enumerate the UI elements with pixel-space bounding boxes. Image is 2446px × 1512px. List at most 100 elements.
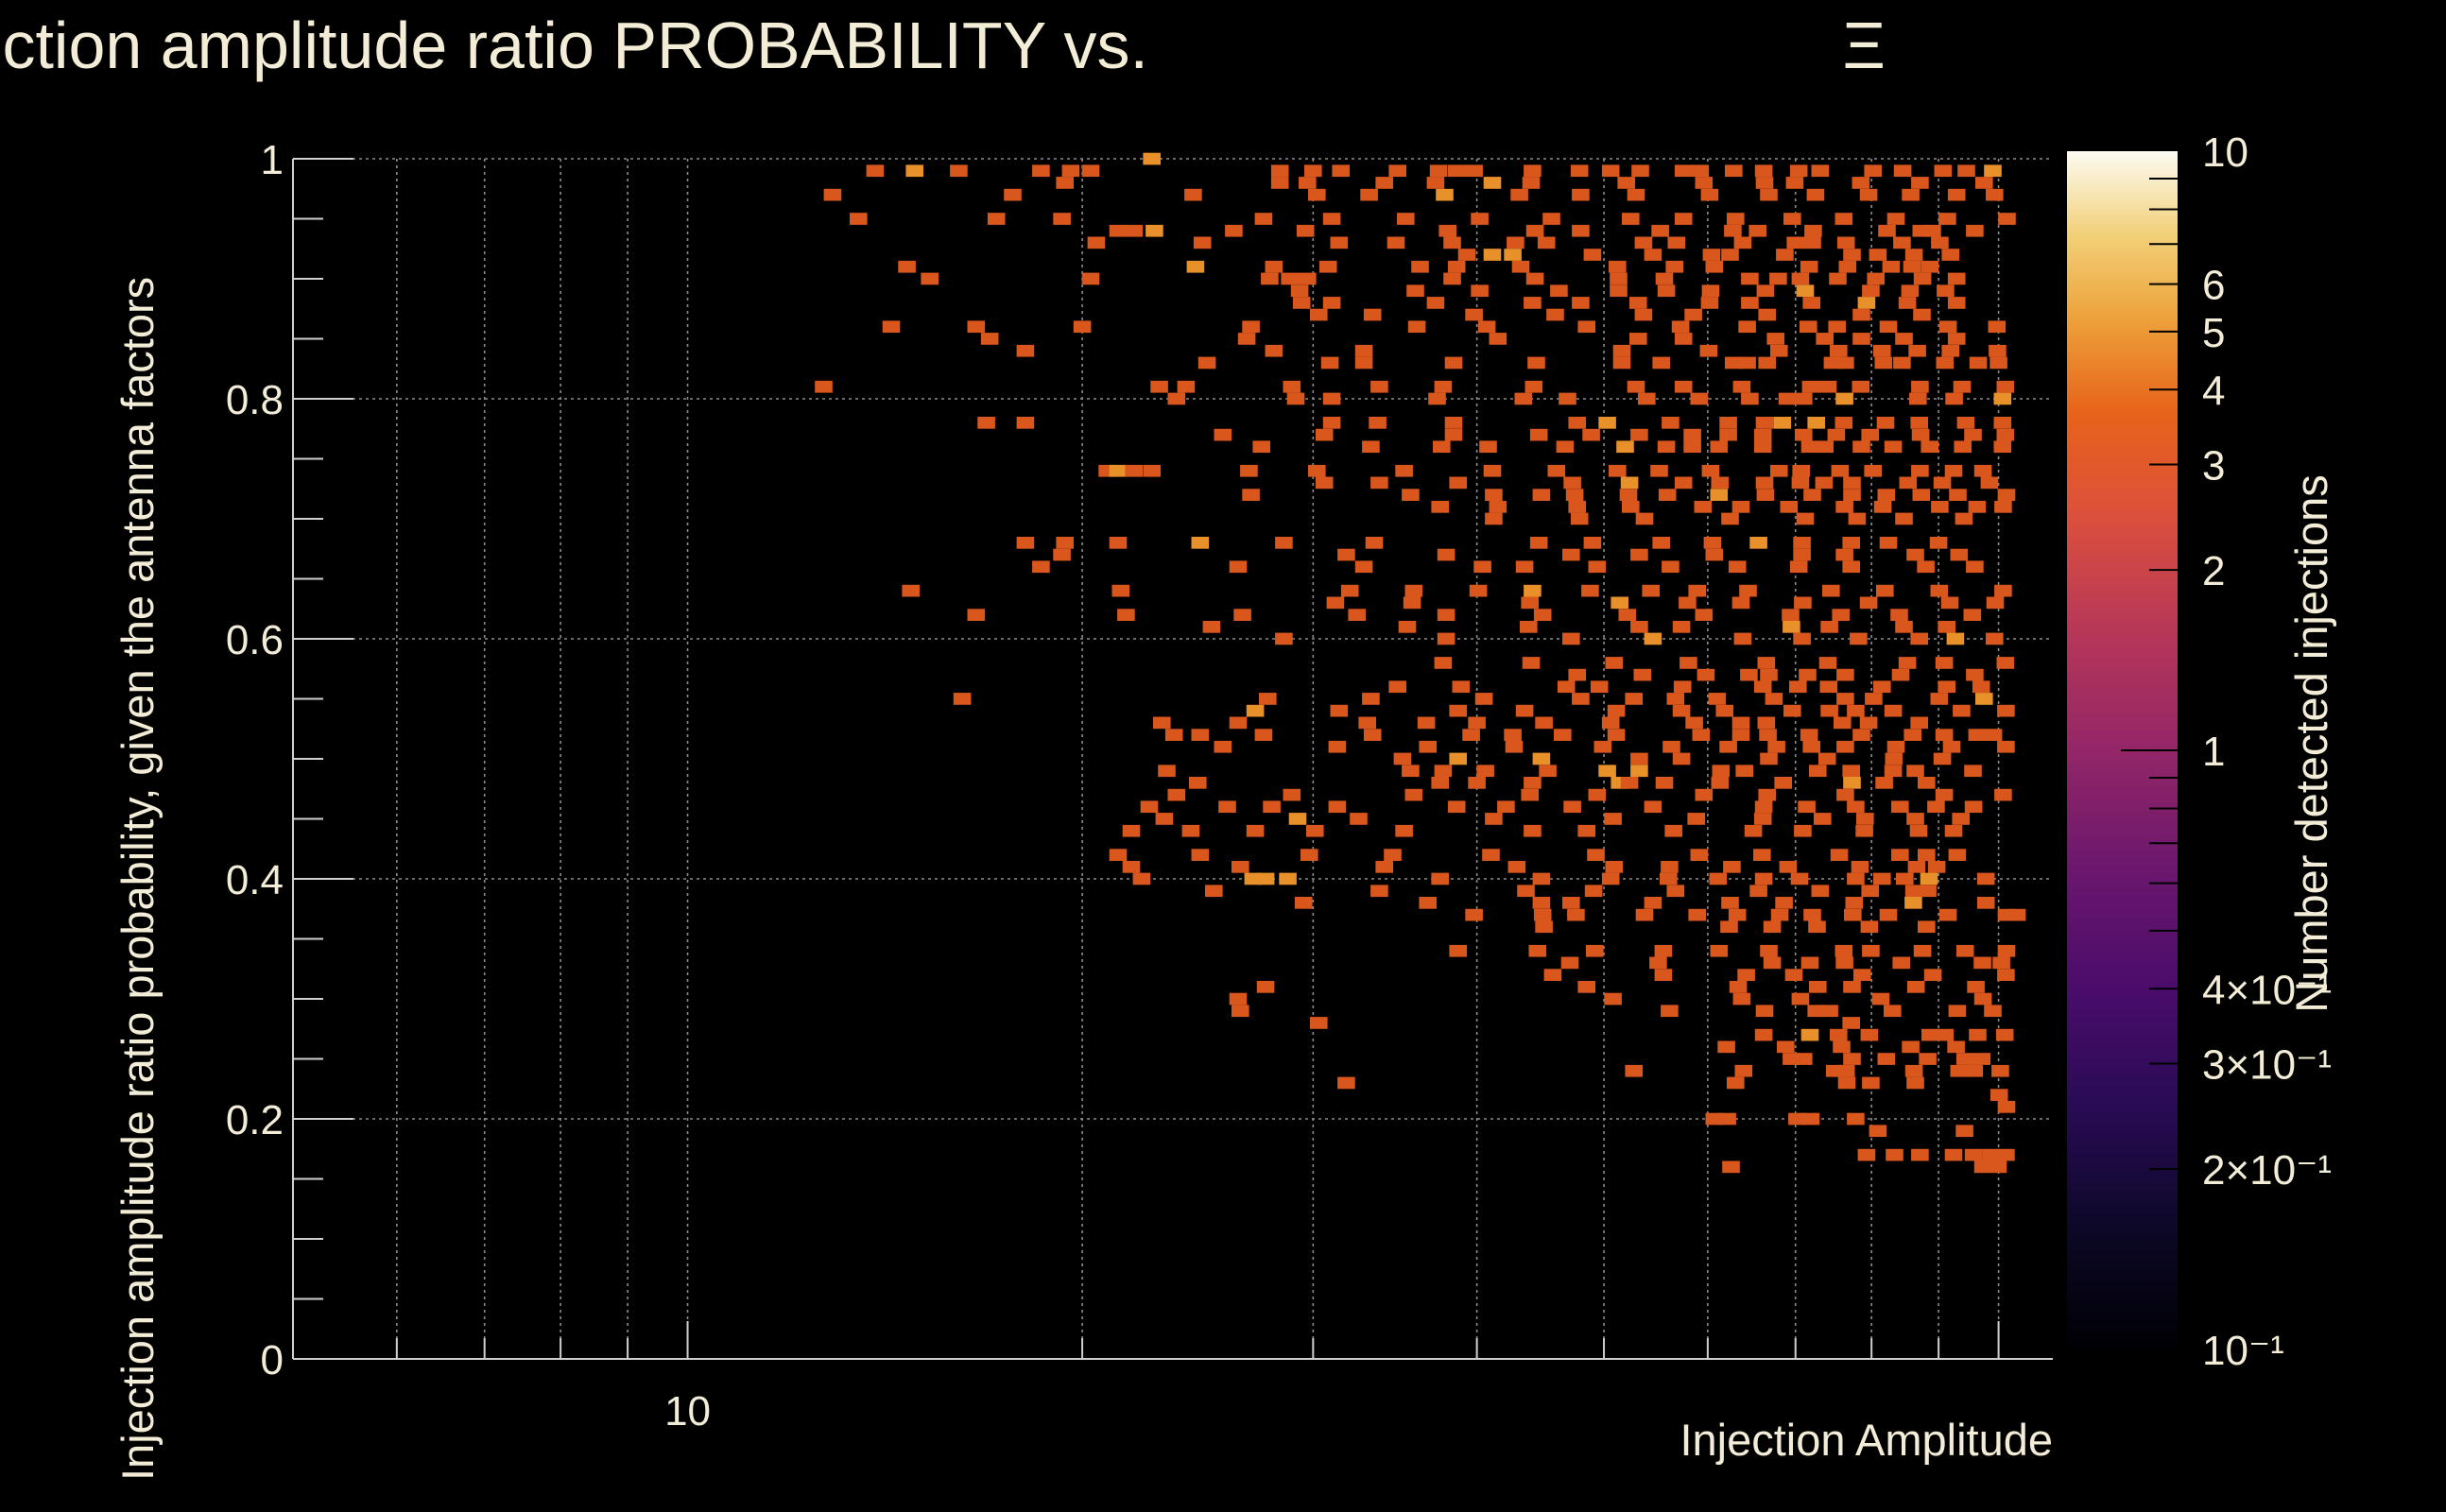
heatmap-cell xyxy=(1685,716,1703,730)
heatmap-cell xyxy=(1434,380,1453,393)
heatmap-cell xyxy=(1434,765,1453,778)
colorbar-tick-label: 10 xyxy=(2202,129,2248,176)
heatmap-cell xyxy=(1972,680,1990,694)
heatmap-cell xyxy=(1433,440,1451,454)
heatmap-cell xyxy=(1896,872,1914,885)
heatmap-cell xyxy=(1815,476,1834,490)
heatmap-cell xyxy=(1763,956,1782,970)
heatmap-cell xyxy=(1837,1076,1856,1090)
heatmap-cell xyxy=(1834,417,1853,429)
heatmap-cell xyxy=(1132,872,1151,885)
heatmap-cell xyxy=(1354,356,1373,369)
heatmap-cell xyxy=(1859,716,1878,730)
heatmap-cell xyxy=(1779,861,1798,873)
heatmap-cell xyxy=(1004,188,1022,201)
heatmap-cell xyxy=(1429,164,1448,178)
heatmap-cell xyxy=(1582,428,1600,441)
colorbar-tick-label: 6 xyxy=(2202,263,2225,309)
heatmap-cell xyxy=(1515,560,1534,574)
heatmap-cell xyxy=(1447,800,1466,814)
heatmap-cell xyxy=(1666,693,1685,705)
heatmap-cell xyxy=(1705,260,1724,273)
heatmap-cell xyxy=(1032,164,1050,178)
heatmap-cell xyxy=(1143,464,1161,477)
heatmap-cell xyxy=(1402,765,1420,778)
heatmap-cell xyxy=(1570,512,1589,525)
heatmap-cell xyxy=(1803,908,1821,921)
heatmap-cell xyxy=(1246,824,1265,837)
heatmap-cell xyxy=(1695,788,1714,801)
heatmap-cell xyxy=(1798,800,1816,814)
heatmap-cell xyxy=(1189,777,1207,789)
heatmap-cell xyxy=(1783,621,1800,633)
heatmap-cell xyxy=(1906,813,1924,825)
heatmap-cell xyxy=(1843,1053,1861,1065)
heatmap-cell xyxy=(1404,584,1423,597)
heatmap-cell xyxy=(1828,320,1846,334)
heatmap-cell xyxy=(1543,969,1562,981)
heatmap-cell xyxy=(1515,704,1534,717)
heatmap-cell xyxy=(1923,969,1942,981)
heatmap-cell xyxy=(1869,1125,1887,1138)
heatmap-cell xyxy=(1948,1005,1967,1018)
heatmap-cell xyxy=(1906,548,1924,561)
heatmap-cell xyxy=(1942,740,1961,753)
heatmap-cell xyxy=(1791,272,1810,285)
heatmap-cell xyxy=(1370,885,1388,898)
heatmap-cell xyxy=(1471,284,1489,298)
heatmap-cell xyxy=(1517,885,1535,898)
heatmap-cell xyxy=(1598,417,1616,429)
heatmap-cell xyxy=(1808,920,1826,934)
heatmap-cell xyxy=(1483,464,1502,477)
heatmap-cell xyxy=(1788,1112,1806,1125)
heatmap-cell xyxy=(1754,872,1773,885)
heatmap-cell xyxy=(1829,272,1847,285)
heatmap-cell xyxy=(1744,824,1763,837)
heatmap-cell xyxy=(1330,704,1349,717)
heatmap-cell xyxy=(1197,356,1216,369)
heatmap-cell xyxy=(1294,897,1313,909)
heatmap-cell xyxy=(1947,1040,1965,1054)
heatmap-cell xyxy=(1938,320,1957,334)
heatmap-cell xyxy=(1964,428,1982,441)
heatmap-cell xyxy=(1760,752,1778,765)
heatmap-cell xyxy=(1864,164,1882,178)
heatmap-cell xyxy=(1966,224,1984,237)
heatmap-cell xyxy=(1053,548,1071,561)
heatmap-cell xyxy=(1770,464,1788,477)
y-tick-label: 0.2 xyxy=(226,1097,284,1143)
heatmap-cell xyxy=(1731,716,1750,730)
heatmap-cell xyxy=(1795,1053,1813,1065)
heatmap-cell xyxy=(1370,476,1388,490)
heatmap-cell xyxy=(1554,729,1572,741)
heatmap-cell xyxy=(1918,849,1936,861)
heatmap-cell xyxy=(1658,489,1677,501)
heatmap-cell xyxy=(1607,729,1626,741)
heatmap-cell xyxy=(1225,224,1243,237)
heatmap-cell xyxy=(1511,260,1530,273)
heatmap-cell xyxy=(1348,609,1366,621)
heatmap-cell xyxy=(1610,272,1628,285)
heatmap-cell xyxy=(1739,584,1757,597)
grid-lines xyxy=(293,158,2053,1359)
heatmap-cell xyxy=(1524,380,1543,393)
heatmap-cell xyxy=(1117,609,1135,621)
heatmap-cell xyxy=(1954,440,1972,454)
heatmap-cell xyxy=(1918,777,1936,789)
heatmap-cell xyxy=(1254,729,1273,741)
heatmap-cell xyxy=(987,213,1006,225)
heatmap-cell xyxy=(1934,164,1953,178)
heatmap-cell xyxy=(1688,908,1706,921)
colorbar-label: Number detected injections xyxy=(2286,474,2336,1013)
heatmap-cell xyxy=(1834,213,1853,225)
heatmap-cell xyxy=(1803,236,1821,249)
heatmap-cell xyxy=(1982,1148,2000,1161)
heatmap-cell xyxy=(1477,320,1496,334)
heatmap-cell xyxy=(1973,1160,1992,1174)
heatmap-cell xyxy=(1873,344,1891,357)
heatmap-cell xyxy=(1822,584,1840,597)
heatmap-cell xyxy=(1125,464,1143,477)
heatmap-cell xyxy=(1911,428,1930,441)
heatmap-cell xyxy=(1836,236,1855,249)
heatmap-cell xyxy=(1360,188,1378,201)
